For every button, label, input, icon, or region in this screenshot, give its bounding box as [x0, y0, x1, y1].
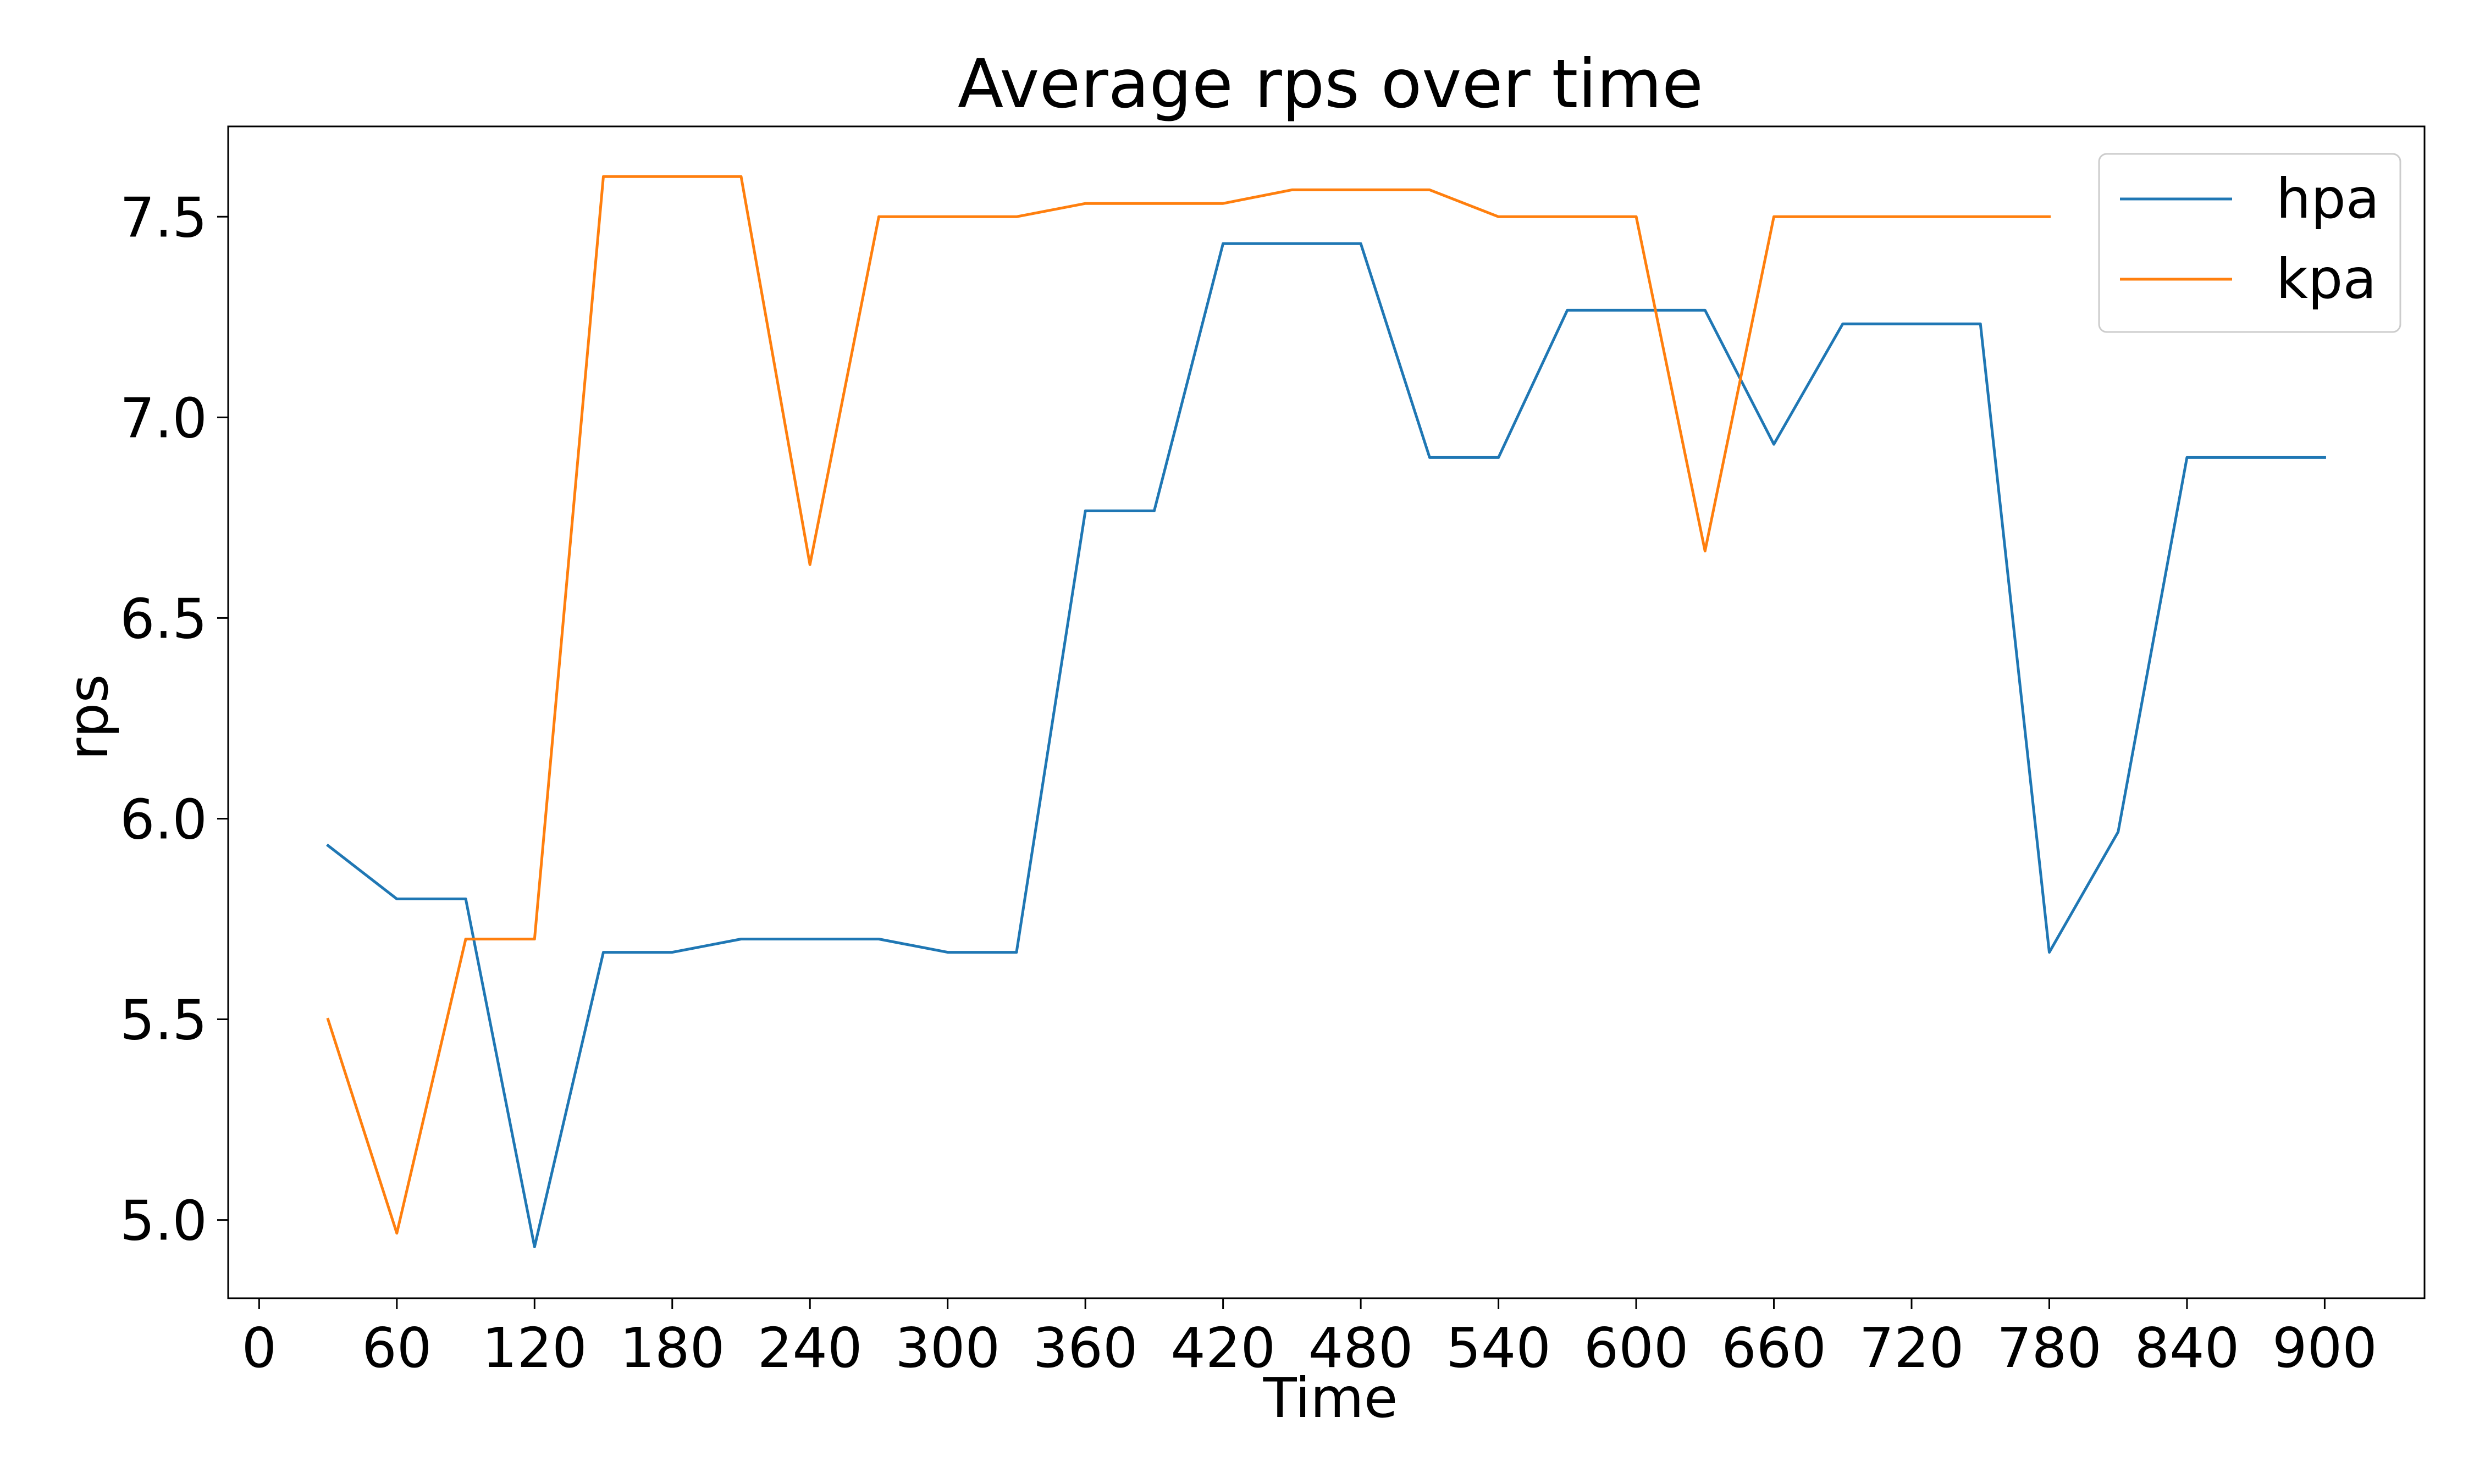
x-tick-label: 540	[1446, 1316, 1551, 1380]
x-tick-label: 360	[1033, 1316, 1138, 1380]
x-tick-label: 60	[362, 1316, 432, 1380]
y-tick-label: 6.5	[120, 586, 207, 651]
x-tick-label: 120	[482, 1316, 587, 1380]
x-tick-label: 300	[895, 1316, 1000, 1380]
x-axis: 0 60 120 180 240 300 360 420 480 540 600 660 720 780 8…	[242, 1298, 2377, 1380]
chart-title: Average rps over time	[958, 45, 1703, 123]
x-tick-label: 240	[758, 1316, 863, 1380]
legend-label-hpa: hpa	[2276, 167, 2379, 231]
x-tick-label: 720	[1859, 1316, 1964, 1380]
x-tick-label: 600	[1584, 1316, 1689, 1380]
y-tick-label: 7.5	[120, 185, 207, 250]
y-axis-label: rps	[56, 674, 120, 761]
y-axis: 5.0 5.5 6.0 6.5 7.0 7.5	[120, 185, 228, 1253]
y-tick-label: 5.5	[120, 988, 207, 1053]
x-tick-label: 900	[2272, 1316, 2377, 1380]
plot-frame	[227, 125, 2426, 1299]
x-tick-label: 0	[242, 1316, 277, 1380]
x-tick-label: 840	[2135, 1316, 2240, 1380]
series-line-hpa	[326, 242, 2326, 1248]
series-layer	[326, 175, 2326, 1248]
y-tick-label: 6.0	[120, 787, 207, 851]
x-tick-label: 660	[1721, 1316, 1826, 1380]
y-tick-label: 7.0	[120, 386, 207, 450]
series-line-kpa	[326, 175, 2051, 1235]
x-tick-label: 180	[620, 1316, 725, 1380]
x-axis-label: Time	[1263, 1366, 1398, 1430]
y-tick-label: 5.0	[120, 1189, 207, 1253]
x-tick-label: 480	[1308, 1316, 1413, 1380]
legend-label-kpa: kpa	[2276, 247, 2377, 311]
x-tick-label: 780	[1997, 1316, 2102, 1380]
x-tick-label: 420	[1170, 1316, 1275, 1380]
legend: hpa kpa	[2098, 153, 2401, 333]
